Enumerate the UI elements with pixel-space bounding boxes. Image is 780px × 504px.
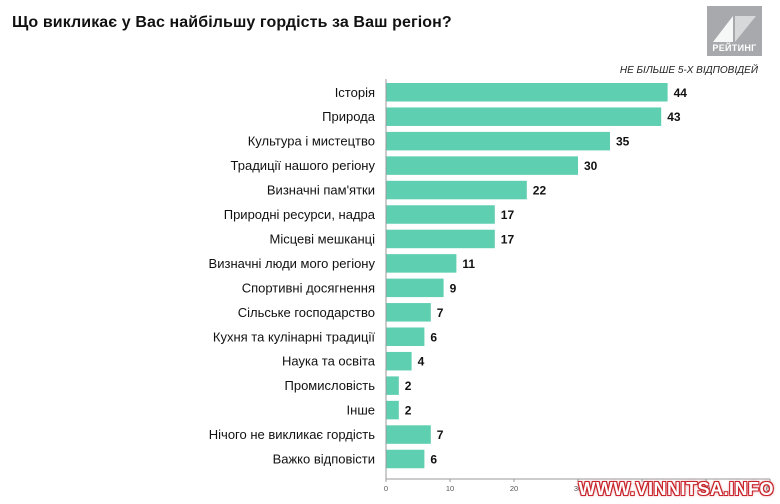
- category-label: Нічого не викликає гордість: [209, 427, 375, 442]
- category-label: Сільське господарство: [238, 305, 375, 320]
- x-tick-label: 30: [574, 484, 582, 493]
- bar: [386, 376, 399, 395]
- value-label: 30: [584, 159, 598, 173]
- category-labels-group: Історія Природа Культура і мистецтво Традиц…: [209, 85, 376, 467]
- x-axis-group: 0 10 20 30 40 50 60: [384, 79, 774, 493]
- bar: [386, 180, 527, 200]
- value-label: 35: [616, 135, 630, 149]
- bar: [386, 449, 425, 469]
- value-label: 6: [430, 453, 437, 467]
- bars-group: [386, 83, 668, 469]
- chart-title: Що викликає у Вас найбільшу гордість за …: [12, 14, 452, 31]
- bar: [386, 278, 444, 298]
- category-label: Визначні пам'ятки: [267, 183, 375, 198]
- bar: [386, 83, 668, 102]
- value-label: 17: [501, 232, 515, 246]
- bar: [386, 425, 431, 444]
- bar: [386, 229, 495, 249]
- value-label: 11: [462, 257, 475, 271]
- rating-logo-icon: [713, 16, 756, 42]
- bar: [386, 303, 431, 322]
- value-label: 22: [533, 184, 547, 198]
- bar: [386, 156, 578, 175]
- category-label: Традиції нашого регіону: [231, 158, 376, 173]
- answer-limit-note: НЕ БІЛЬШЕ 5-Х ВІДПОВІДЕЙ: [619, 65, 758, 76]
- category-label: Природні ресурси, надра: [224, 207, 376, 222]
- category-label: Наука та освіта: [282, 354, 376, 369]
- value-label: 44: [674, 86, 688, 100]
- category-label: Культура і мистецтво: [248, 134, 375, 149]
- category-label: Природа: [322, 109, 376, 124]
- value-label: 2: [405, 404, 412, 418]
- x-tick-label: 60: [766, 484, 774, 493]
- category-label: Місцеві мешканці: [270, 231, 376, 246]
- site-watermark: WWW.VINNITSA.INFO: [578, 479, 774, 499]
- x-tick-label: 20: [510, 484, 518, 493]
- value-label: 9: [450, 281, 457, 295]
- rating-logo-text: РЕЙТИНГ: [712, 43, 757, 53]
- x-tick-label: 50: [702, 484, 710, 493]
- bar: [386, 107, 662, 126]
- category-label: Інше: [347, 403, 375, 418]
- bar: [386, 400, 399, 420]
- bar: [386, 131, 610, 151]
- category-label: Спортивні досягнення: [242, 280, 375, 295]
- bar: [386, 205, 495, 224]
- category-label: Промисловість: [285, 378, 376, 393]
- category-label: Визначні люди мого регіону: [209, 256, 376, 271]
- x-tick-label: 40: [638, 484, 646, 493]
- bar: [386, 351, 412, 371]
- value-label: 7: [437, 306, 444, 320]
- category-label: Кухня та кулінарні традиції: [213, 329, 375, 344]
- value-label: 6: [430, 330, 437, 344]
- value-label: 7: [437, 428, 444, 442]
- x-tick-label: 10: [446, 484, 454, 493]
- bar: [386, 327, 425, 346]
- bar: [386, 254, 457, 273]
- rating-logo: РЕЙТИНГ: [707, 6, 762, 56]
- value-label: 2: [405, 379, 412, 393]
- category-label: Історія: [335, 85, 375, 100]
- x-tick-label: 0: [384, 484, 388, 493]
- category-label: Важко відповісти: [273, 452, 375, 467]
- value-label: 4: [418, 355, 425, 369]
- value-label: 43: [667, 110, 681, 124]
- value-label: 17: [501, 208, 515, 222]
